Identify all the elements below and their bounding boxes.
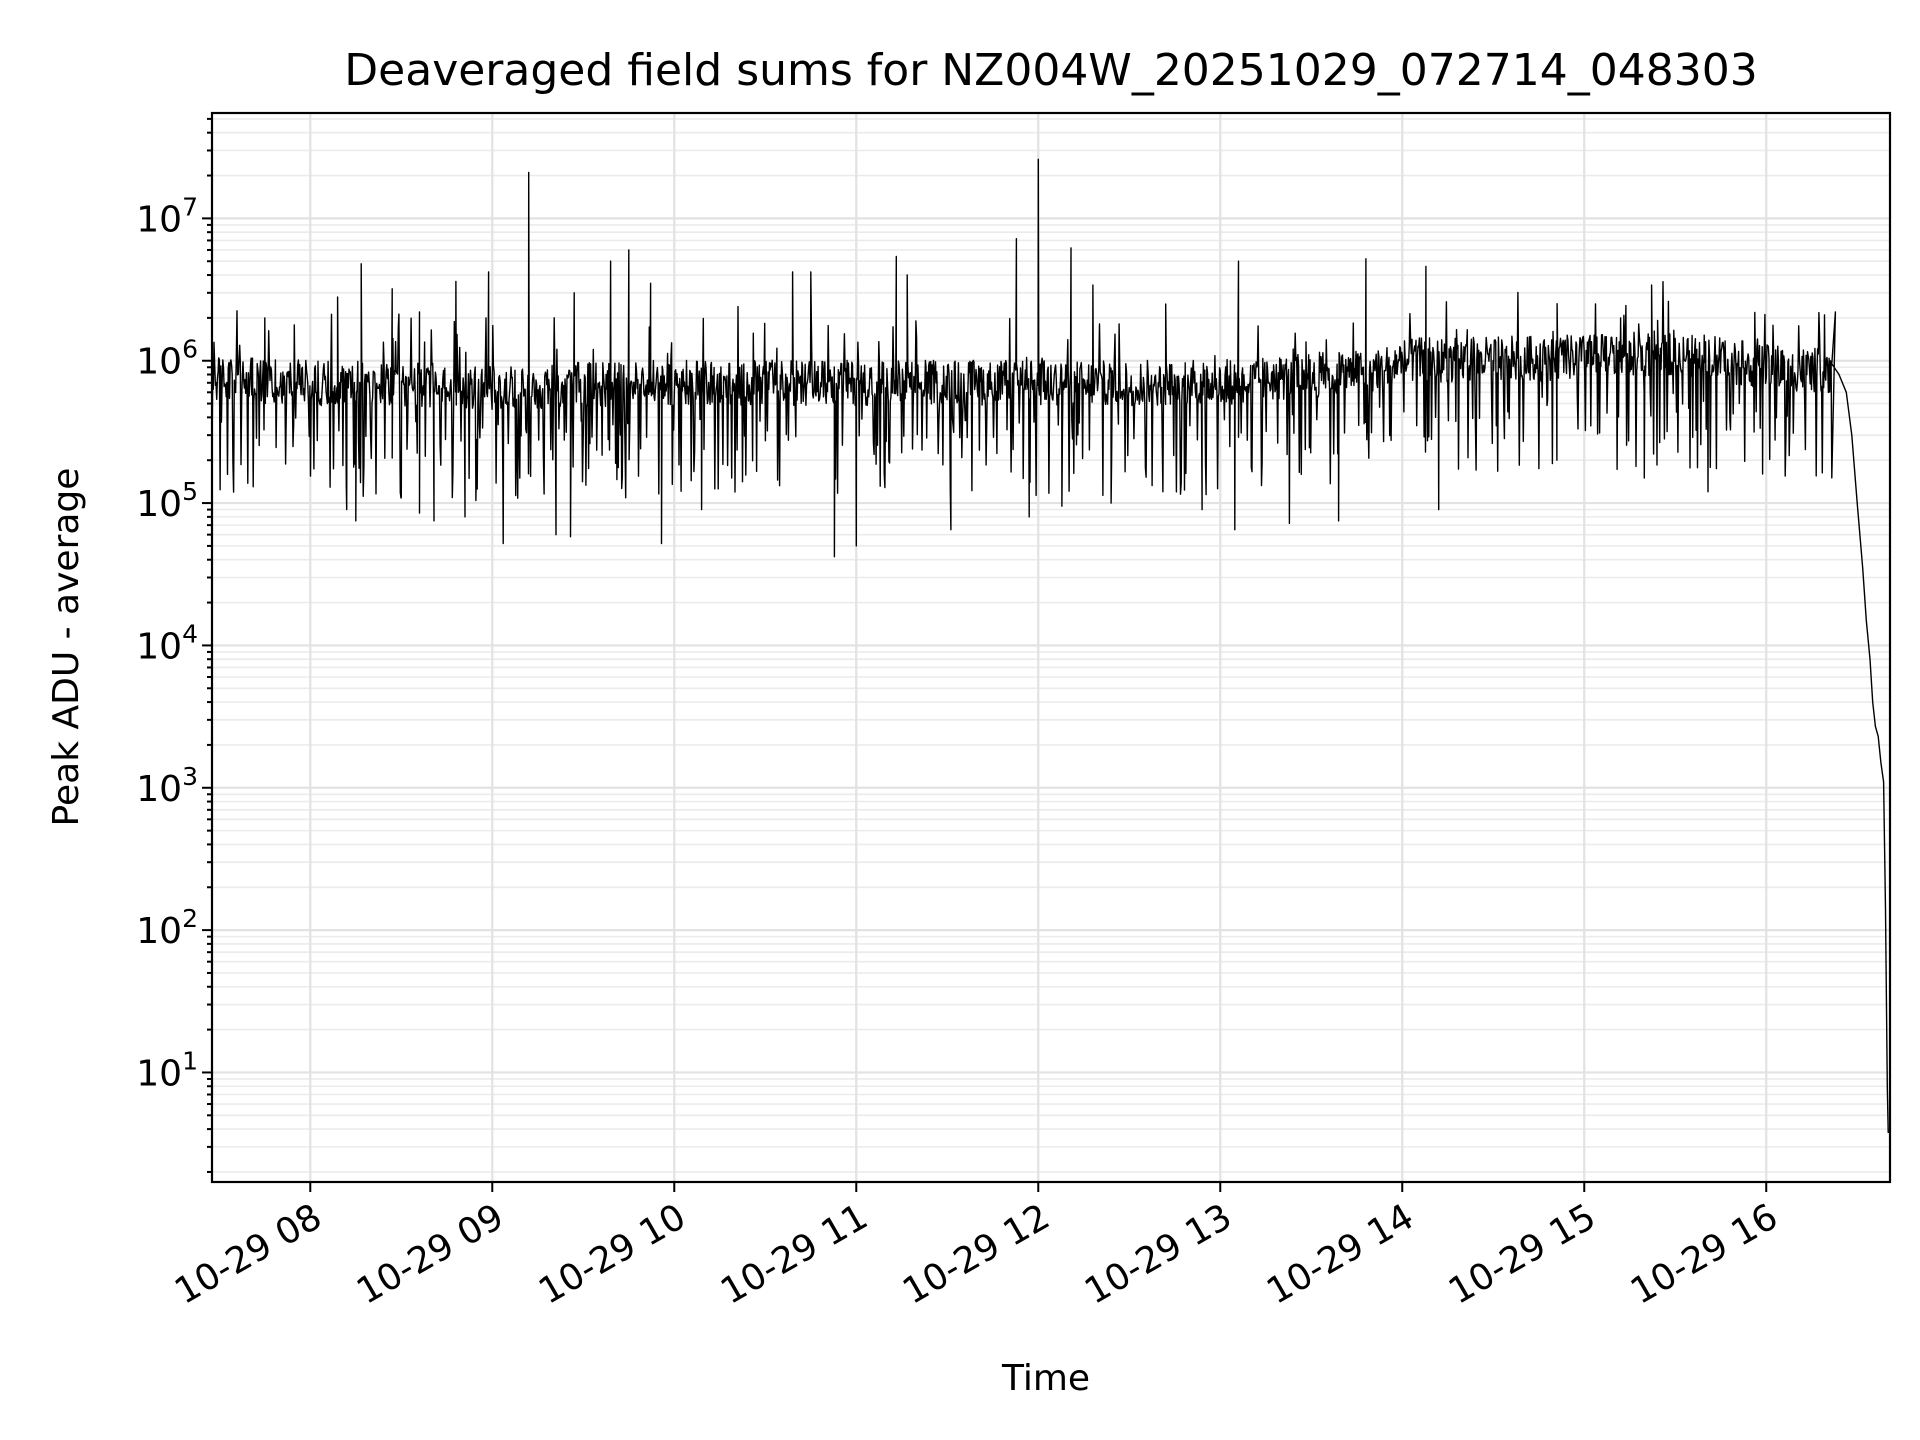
- plot-frame: [210, 111, 1892, 1184]
- series-layer: [211, 158, 1890, 1133]
- grid: [212, 113, 1890, 1182]
- x-axis-label: Time: [1001, 1358, 1090, 1399]
- x-tick-label: 10-29 09: [350, 1196, 511, 1312]
- x-tick-label: 10-29 12: [896, 1196, 1057, 1312]
- tick-marks: [202, 117, 1768, 1192]
- y-tick-label: 102: [136, 904, 198, 952]
- y-tick-label: 106: [136, 335, 198, 383]
- y-tick-labels: 101 102 103 104 105 106 107: [136, 192, 198, 1094]
- y-tick-label: 107: [136, 192, 198, 240]
- chart-title: Deaveraged field sums for NZ004W_2025102…: [344, 45, 1757, 96]
- y-tick-label: 105: [136, 477, 198, 525]
- x-tick-label: 10-29 11: [714, 1196, 875, 1312]
- y-tick-label: 104: [136, 619, 198, 667]
- y-axis-label: Peak ADU - average: [46, 468, 87, 827]
- x-tick-label: 10-29 16: [1624, 1196, 1785, 1312]
- x-tick-label: 10-29 10: [532, 1196, 693, 1312]
- series-line-field-sum: [211, 158, 1890, 1133]
- y-tick-label: 103: [136, 762, 198, 810]
- x-tick-label: 10-29 15: [1442, 1196, 1603, 1312]
- y-tick-label: 101: [136, 1046, 198, 1094]
- x-tick-labels: 10-29 08 10-29 09 10-29 10 10-29 11 10-29 12…: [168, 1196, 1785, 1312]
- x-tick-label: 10-29 08: [168, 1196, 329, 1312]
- x-tick-label: 10-29 14: [1260, 1196, 1421, 1312]
- x-tick-label: 10-29 13: [1078, 1196, 1239, 1312]
